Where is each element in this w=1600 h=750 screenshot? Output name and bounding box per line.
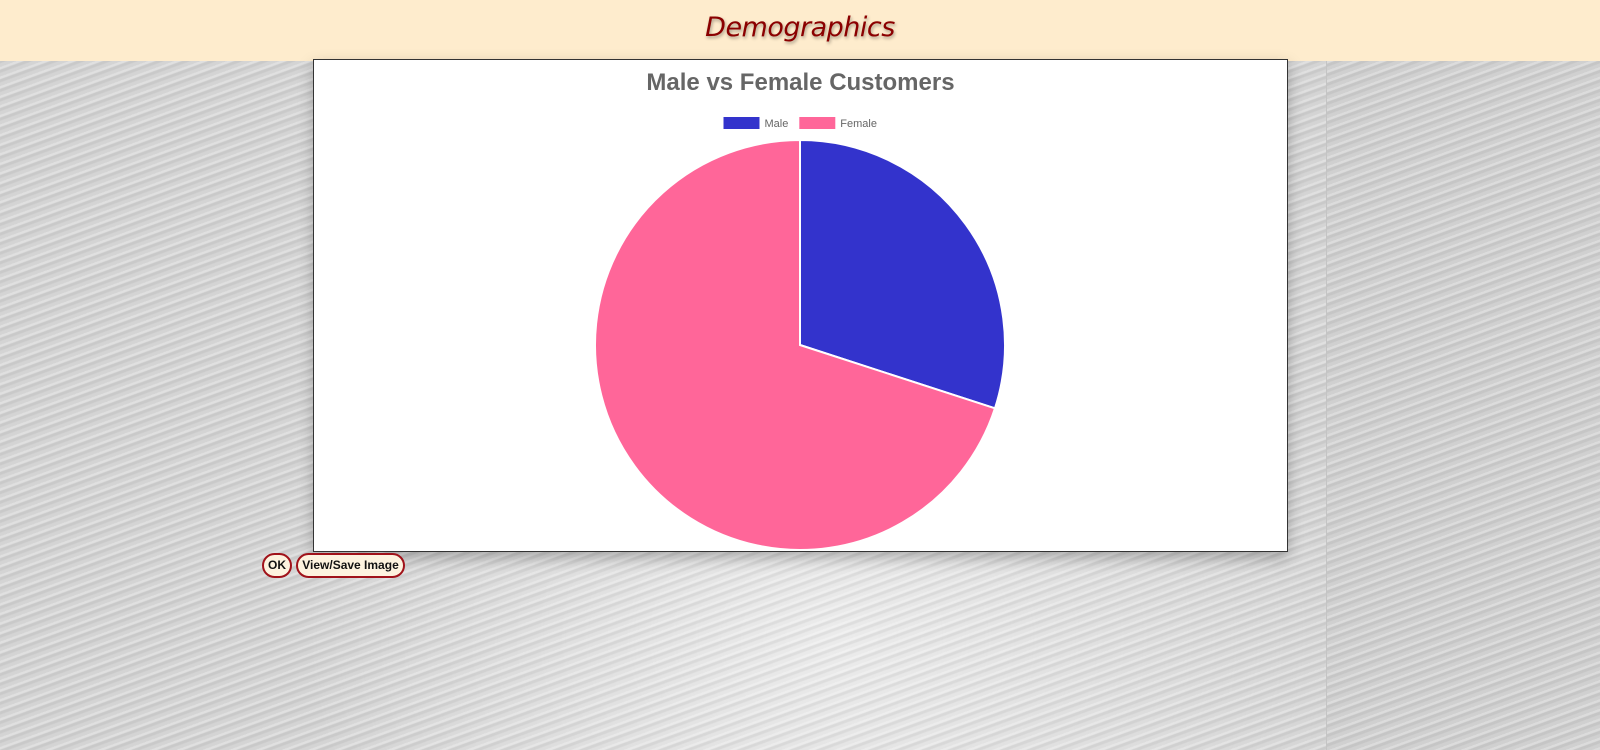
pie-chart: Male vs Female Customers Male Female — [594, 69, 1006, 551]
pie-slice-female[interactable] — [594, 138, 997, 551]
chart-title: Male vs Female Customers — [646, 69, 954, 96]
page-header: Demographics — [0, 0, 1600, 61]
legend-swatch-female[interactable] — [799, 117, 836, 129]
right-side-panel — [1326, 61, 1600, 750]
pie-slice-male[interactable] — [799, 138, 1006, 410]
legend-label-male[interactable]: Male — [765, 118, 789, 130]
pie-slices — [594, 138, 1006, 551]
page-title: Demographics — [705, 12, 895, 43]
legend-label-female[interactable]: Female — [840, 118, 877, 130]
legend-swatch-male[interactable] — [723, 117, 760, 129]
view-save-image-button[interactable]: View/Save Image — [296, 553, 405, 578]
chart-container: Male vs Female Customers Male Female — [313, 59, 1288, 552]
ok-button[interactable]: OK — [262, 553, 292, 578]
chart-legend: Male Female — [723, 117, 877, 130]
